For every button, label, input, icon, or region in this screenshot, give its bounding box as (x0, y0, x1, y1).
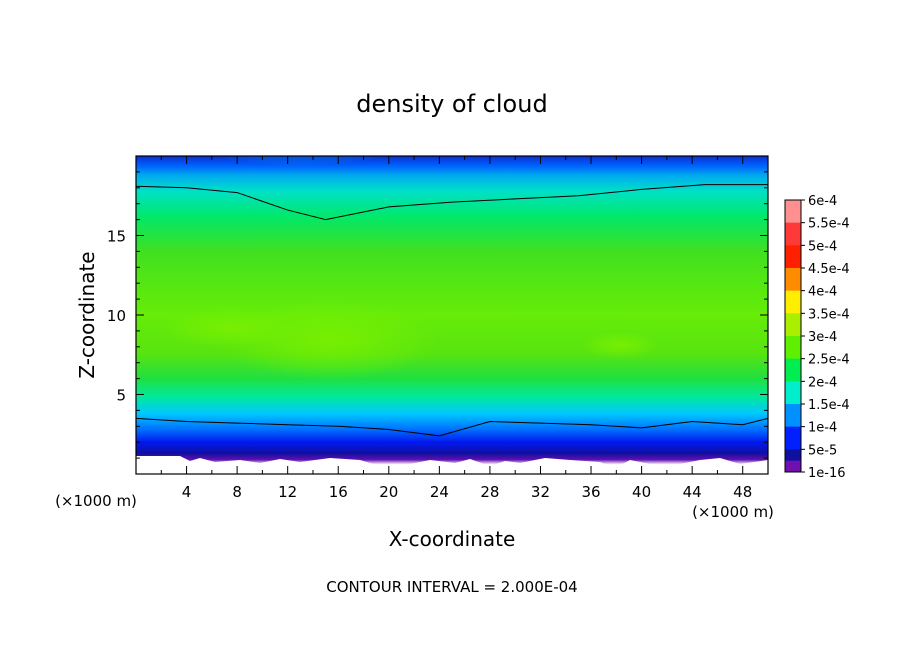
chart-title: density of cloud (356, 90, 547, 118)
colorbar-label: 5e-4 (808, 239, 837, 254)
x-unit-right: (×1000 m) (692, 503, 774, 521)
x-tick-label: 12 (278, 483, 297, 501)
x-tick-label: 4 (182, 483, 192, 501)
y-tick-label: 10 (107, 307, 126, 325)
x-axis-label: X-coordinate (389, 527, 516, 551)
colorbar-swatch (785, 404, 801, 428)
colorbar-swatch (785, 358, 801, 382)
x-tick-label: 24 (430, 483, 449, 501)
y-tick-label: 5 (116, 387, 126, 405)
colorbar-swatch (785, 268, 801, 292)
colorbar-swatch (785, 426, 801, 450)
x-tick-label: 48 (733, 483, 752, 501)
upper-depletion-region (160, 156, 440, 208)
x-tick-label: 8 (232, 483, 242, 501)
colorbar-label: 2.5e-4 (808, 353, 850, 368)
x-tick-label: 36 (581, 483, 600, 501)
colorbar-label: 1e-4 (808, 421, 837, 436)
x-tick-label: 28 (480, 483, 499, 501)
colorbar-label: 6e-4 (808, 194, 837, 209)
contour-interval-note: CONTOUR INTERVAL = 2.000E-04 (326, 578, 577, 596)
y-axis: 5 10 15 (107, 171, 768, 459)
contour-layer (136, 184, 768, 437)
density-maximum-region-3 (580, 331, 660, 359)
x-unit-left: (×1000 m) (55, 492, 137, 510)
colorbar-swatch (785, 245, 801, 269)
colorbar-swatch (785, 200, 801, 224)
x-axis: 4 8 12 16 20 24 28 32 36 40 44 48 (160, 156, 752, 501)
colorbar-label: 4.5e-4 (808, 262, 850, 277)
colorbar-swatch (785, 460, 801, 472)
colorbar-swatch (785, 313, 801, 337)
y-axis-label: Z-coordinate (75, 251, 99, 378)
cloud-base-ragged-edge (136, 456, 768, 474)
x-tick-label: 40 (632, 483, 651, 501)
colorbar-label: 2e-4 (808, 375, 837, 390)
colorbar-swatch (785, 290, 801, 314)
x-tick-label: 32 (531, 483, 550, 501)
colorbar-label: 3e-4 (808, 330, 837, 345)
colorbar-label: 1e-16 (808, 466, 846, 481)
colorbar-label: 1.5e-4 (808, 398, 850, 413)
colorbar-label: 5.5e-4 (808, 217, 850, 232)
colorbar-label: 3.5e-4 (808, 307, 850, 322)
colorbar: 6e-4 5.5e-4 5e-4 4.5e-4 4e-4 3.5e-4 3e-4 2.5e-4… (784, 194, 850, 481)
x-tick-label: 44 (683, 483, 702, 501)
colorbar-swatch (785, 222, 801, 246)
colorbar-label: 5e-5 (808, 443, 837, 458)
x-tick-label: 16 (329, 483, 348, 501)
plot-field (136, 156, 768, 474)
colorbar-swatch (785, 381, 801, 405)
colorbar-swatch (785, 336, 801, 360)
x-tick-label: 20 (379, 483, 398, 501)
colorbar-label: 4e-4 (808, 285, 837, 300)
contour-line (136, 417, 768, 437)
density-maximum-region-2 (160, 308, 300, 348)
y-tick-label: 15 (107, 228, 126, 246)
contour-line (136, 184, 768, 221)
